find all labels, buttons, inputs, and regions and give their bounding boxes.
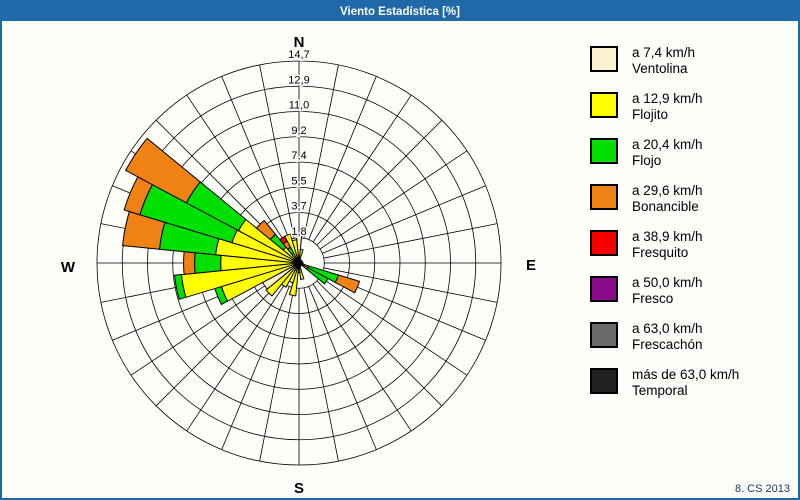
ring-label: 5,5 bbox=[291, 175, 306, 187]
legend-swatch bbox=[590, 276, 618, 302]
petal-segment bbox=[265, 264, 298, 297]
compass-east: E bbox=[526, 257, 536, 274]
polar-grid bbox=[96, 60, 502, 466]
legend-label: a 38,9 km/h Fresquito bbox=[632, 229, 703, 261]
petal-segment bbox=[291, 239, 300, 260]
compass-west: W bbox=[61, 259, 76, 276]
legend-item-bonancible: a 29,6 km/h Bonancible bbox=[590, 183, 790, 229]
compass-south: S bbox=[294, 480, 304, 497]
petal-segment bbox=[334, 274, 361, 294]
ring-label: 11,0 bbox=[289, 100, 310, 112]
legend-label: a 50,0 km/h Fresco bbox=[632, 275, 703, 307]
petal-segment bbox=[194, 252, 222, 274]
window-title: Viento Estadística [%] bbox=[340, 5, 460, 18]
legend-label: a 12,9 km/h Flojito bbox=[632, 91, 703, 123]
legend-swatch bbox=[590, 92, 618, 118]
legend-item-flojito: a 12,9 km/h Flojito bbox=[590, 91, 790, 137]
ring-label: 9,2 bbox=[291, 125, 306, 137]
petal-segment bbox=[125, 137, 201, 204]
ring-label: 1,8 bbox=[291, 226, 306, 238]
petal-segment bbox=[288, 266, 300, 297]
legend-label: a 29,6 km/h Bonancible bbox=[632, 183, 703, 215]
legend-swatch bbox=[590, 322, 618, 348]
ring-label: 14,7 bbox=[288, 49, 309, 61]
compass-north: N bbox=[294, 34, 305, 51]
petal-segment bbox=[255, 219, 277, 241]
legend-item-flojo: a 20,4 km/h Flojo bbox=[590, 137, 790, 183]
legend-item-temporal: más de 63,0 km/h Temporal bbox=[590, 367, 790, 413]
rose-center-dot bbox=[295, 259, 303, 267]
ring-labels: 1,8 3,7 5,5 7,4 9,2 11,0 12,9 14,7 bbox=[287, 48, 311, 240]
legend-label: más de 63,0 km/h Temporal bbox=[632, 367, 740, 399]
ring-label: 7,4 bbox=[291, 150, 306, 162]
petal-segment bbox=[305, 266, 329, 285]
legend-label: a 63,0 km/h Frescachón bbox=[632, 321, 703, 353]
ring-label: 12,9 bbox=[288, 74, 309, 86]
legend-swatch bbox=[590, 184, 618, 210]
petal-segment bbox=[284, 233, 299, 261]
legend-label: a 20,4 km/h Flojo bbox=[632, 137, 703, 169]
wind-rose-petals bbox=[122, 137, 361, 306]
petal-segment bbox=[298, 248, 304, 261]
legend-item-ventolina: a 7,4 km/h Ventolina bbox=[590, 45, 790, 91]
legend-swatch bbox=[590, 138, 618, 164]
petal-segment bbox=[183, 251, 196, 275]
legend-item-fresco: a 50,0 km/h Fresco bbox=[590, 275, 790, 321]
legend-swatch bbox=[590, 230, 618, 256]
legend-label: a 7,4 km/h Ventolina bbox=[632, 45, 696, 77]
petal-segment bbox=[295, 232, 303, 264]
credit-text: 8. CS 2013 bbox=[734, 483, 790, 495]
petal-segment bbox=[174, 274, 187, 300]
legend-item-fresquito: a 38,9 km/h Fresquito bbox=[590, 229, 790, 275]
legend-item-frescachón: a 63,0 km/h Frescachón bbox=[590, 321, 790, 367]
legend: a 7,4 km/h Ventolina a 12,9 km/h Flojito a 2… bbox=[590, 45, 790, 413]
legend-swatch bbox=[590, 368, 618, 394]
window-title-bar: Viento Estadística [%] bbox=[2, 2, 798, 21]
compass-labels: N S W E bbox=[61, 34, 536, 497]
ring-label: 3,7 bbox=[291, 201, 306, 213]
legend-swatch bbox=[590, 46, 618, 72]
